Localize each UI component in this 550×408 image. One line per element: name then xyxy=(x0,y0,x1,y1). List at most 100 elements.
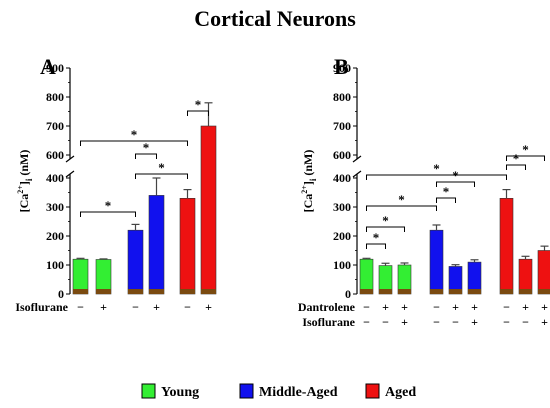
y-tick-label: 200 xyxy=(46,229,64,243)
bar-base xyxy=(468,289,481,294)
significance-marker: * xyxy=(158,160,165,175)
legend: Young Middle-Aged Aged xyxy=(141,383,416,400)
bar-base xyxy=(96,289,111,294)
significance-marker: * xyxy=(131,127,138,142)
y-tick-label: 400 xyxy=(46,171,64,185)
y-tick-label: 700 xyxy=(46,119,64,133)
y-tick-label: 0 xyxy=(345,287,351,301)
condition-sign: − xyxy=(503,300,510,314)
significance-bracket xyxy=(187,110,209,116)
bar-base xyxy=(500,289,513,294)
y-axis-label: [Ca2+]i (nM) xyxy=(300,150,318,213)
significance-marker: * xyxy=(105,198,112,213)
significance-marker: * xyxy=(522,142,529,157)
y-tick-label: 300 xyxy=(46,200,64,214)
significance-bracket xyxy=(135,153,157,159)
y-tick-label: 800 xyxy=(46,90,64,104)
bar xyxy=(429,229,444,295)
condition-sign: − xyxy=(433,300,440,314)
y-tick-label: 800 xyxy=(333,90,351,104)
bar xyxy=(499,198,514,295)
significance-bracket xyxy=(436,181,475,187)
y-tick-label: 300 xyxy=(333,200,351,214)
condition-sign: + xyxy=(401,300,408,314)
significance-marker: * xyxy=(382,213,389,228)
panel-label: A xyxy=(40,54,56,79)
bar-base xyxy=(449,289,462,294)
legend-swatch xyxy=(141,383,156,399)
bar-base xyxy=(379,289,392,294)
legend-label: Young xyxy=(161,385,199,400)
bar xyxy=(127,229,144,295)
bar xyxy=(537,250,550,295)
condition-row-label: Isoflurane xyxy=(302,315,355,329)
legend-swatch xyxy=(365,383,380,399)
axis-break-mark xyxy=(352,170,362,178)
condition-sign: + xyxy=(100,300,107,314)
bar-base xyxy=(73,289,88,294)
condition-sign: − xyxy=(452,315,459,329)
condition-sign: + xyxy=(153,300,160,314)
condition-sign: − xyxy=(522,315,529,329)
condition-sign: − xyxy=(363,300,370,314)
page-title: Cortical Neurons xyxy=(194,6,356,31)
y-tick-label: 400 xyxy=(333,171,351,185)
y-tick-label: 600 xyxy=(46,148,64,162)
significance-bracket xyxy=(366,205,437,211)
y-tick-label: 200 xyxy=(333,229,351,243)
significance-marker: * xyxy=(513,151,520,166)
significance-bracket xyxy=(506,164,526,170)
legend-label: Middle-Aged xyxy=(259,385,338,400)
bar-base xyxy=(360,289,373,294)
bar xyxy=(72,258,89,295)
significance-marker: * xyxy=(373,230,380,245)
bar-base xyxy=(180,289,195,294)
bar xyxy=(148,195,165,295)
chart-panel-b: B[Ca2+]i (nM)0100200300400600700800900−−… xyxy=(298,54,550,329)
condition-sign: + xyxy=(452,300,459,314)
significance-bracket xyxy=(80,140,188,146)
significance-marker: * xyxy=(398,192,405,207)
bar xyxy=(95,259,112,295)
significance-bracket xyxy=(135,173,188,179)
y-tick-label: 900 xyxy=(46,61,64,75)
axis-break-mark xyxy=(65,155,75,163)
significance-bracket xyxy=(366,174,507,180)
significance-marker: * xyxy=(433,161,440,176)
significance-marker: * xyxy=(443,184,450,199)
condition-sign: + xyxy=(401,315,408,329)
significance-bracket xyxy=(366,226,405,232)
condition-sign: + xyxy=(471,300,478,314)
y-tick-label: 0 xyxy=(58,287,64,301)
condition-sign: + xyxy=(541,300,548,314)
condition-sign: + xyxy=(382,300,389,314)
bar xyxy=(518,258,533,295)
condition-sign: − xyxy=(363,315,370,329)
significance-bracket xyxy=(506,155,545,161)
bar xyxy=(179,198,196,295)
significance-bracket xyxy=(436,197,456,203)
bar-base xyxy=(519,289,532,294)
bar-base xyxy=(538,289,550,294)
condition-sign: − xyxy=(132,300,139,314)
condition-sign: + xyxy=(522,300,529,314)
panel-label: B xyxy=(334,54,349,79)
y-tick-label: 600 xyxy=(333,148,351,162)
condition-row-label: Dantrolene xyxy=(298,300,356,314)
axis-break-mark xyxy=(352,155,362,163)
legend-label: Aged xyxy=(385,385,416,400)
y-tick-label: 100 xyxy=(46,258,64,272)
significance-bracket xyxy=(80,211,136,217)
y-tick-label: 900 xyxy=(333,61,351,75)
bar-base xyxy=(398,289,411,294)
condition-sign: − xyxy=(382,315,389,329)
y-tick-label: 700 xyxy=(333,119,351,133)
significance-marker: * xyxy=(195,97,202,112)
condition-sign: + xyxy=(471,315,478,329)
axis-break-mark xyxy=(65,170,75,178)
legend-swatch xyxy=(239,383,254,399)
condition-sign: − xyxy=(184,300,191,314)
condition-sign: + xyxy=(205,300,212,314)
